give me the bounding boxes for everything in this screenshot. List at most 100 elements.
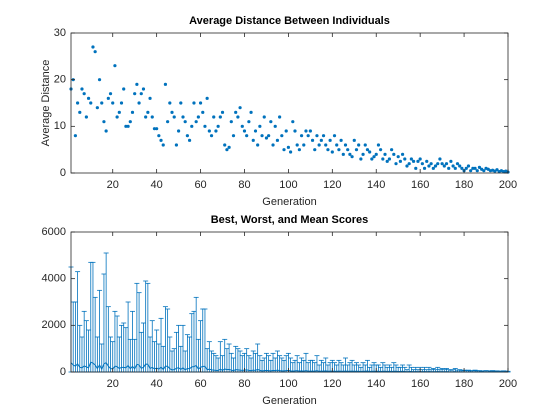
point [75,101,80,105]
point [194,120,198,124]
point [168,101,172,105]
point [475,169,479,173]
point [405,164,409,168]
point [190,124,194,128]
point [157,134,161,138]
point [146,110,150,114]
point [108,92,113,96]
point [310,138,315,142]
point [299,134,304,138]
point [203,124,207,128]
point [89,101,93,105]
point [330,150,334,154]
point [100,101,104,105]
point [343,143,348,147]
point [337,148,341,152]
point [436,162,440,166]
point [451,164,455,168]
point [102,120,106,124]
point [453,166,457,170]
x-tick-label: 100 [279,179,297,191]
point [381,157,385,161]
point [306,134,310,138]
point [471,166,475,170]
point [392,152,396,156]
point [86,96,91,100]
point [185,134,189,138]
point [313,148,317,152]
x-tick-label: 120 [323,179,341,191]
point [354,148,359,152]
point [407,162,411,166]
data-marks [69,45,510,174]
point [442,164,446,168]
point [231,134,236,138]
point [302,143,306,147]
point [267,134,271,138]
point [495,168,499,172]
point [251,138,255,142]
y-tick-label: 6000 [42,226,66,238]
point [209,134,214,138]
point [361,152,365,156]
y-tick-label: 2000 [42,319,66,331]
point [464,166,468,170]
point [229,120,233,124]
point [225,148,229,152]
point [390,148,394,152]
point [234,110,238,114]
point [400,152,405,156]
point [308,129,312,133]
chart-title: Average Distance Between Individuals [189,15,390,27]
point [172,115,176,119]
chart: Best, Worst, and Mean Scores Generation 20… [42,214,518,407]
point [236,115,240,119]
point [350,155,354,159]
point [139,92,143,96]
x-tick-label: 200 [499,378,517,390]
point [133,92,137,96]
x-tick-label: 40 [151,378,163,390]
point [170,110,174,114]
x-tick-label: 180 [455,378,473,390]
point [124,124,128,128]
point [256,143,260,147]
point [179,101,183,105]
point [264,136,269,140]
point [155,127,159,131]
point [73,134,77,138]
x-tick-label: 80 [238,378,250,390]
x-tick-label: 80 [238,179,250,191]
point [335,143,339,147]
point [482,169,486,173]
point [106,96,110,100]
point [247,120,251,124]
point [163,82,168,86]
x-tick-label: 160 [411,378,429,390]
y-tick-label: 0 [60,167,66,179]
point [282,148,286,152]
point [332,134,337,138]
point [115,115,119,119]
point [422,166,427,170]
y-tick-label: 0 [60,366,66,378]
point [317,143,321,147]
point [387,157,392,161]
point [262,115,266,119]
point [339,138,343,142]
point [260,134,264,138]
point [449,159,453,163]
point [352,138,356,142]
point [295,143,299,147]
point [438,157,442,161]
x-tick-label: 20 [107,179,119,191]
point [122,87,126,91]
point [365,148,370,152]
point [357,143,361,147]
point [286,145,291,149]
point [346,148,350,152]
point [91,45,95,49]
point [427,164,431,168]
point [374,152,378,156]
